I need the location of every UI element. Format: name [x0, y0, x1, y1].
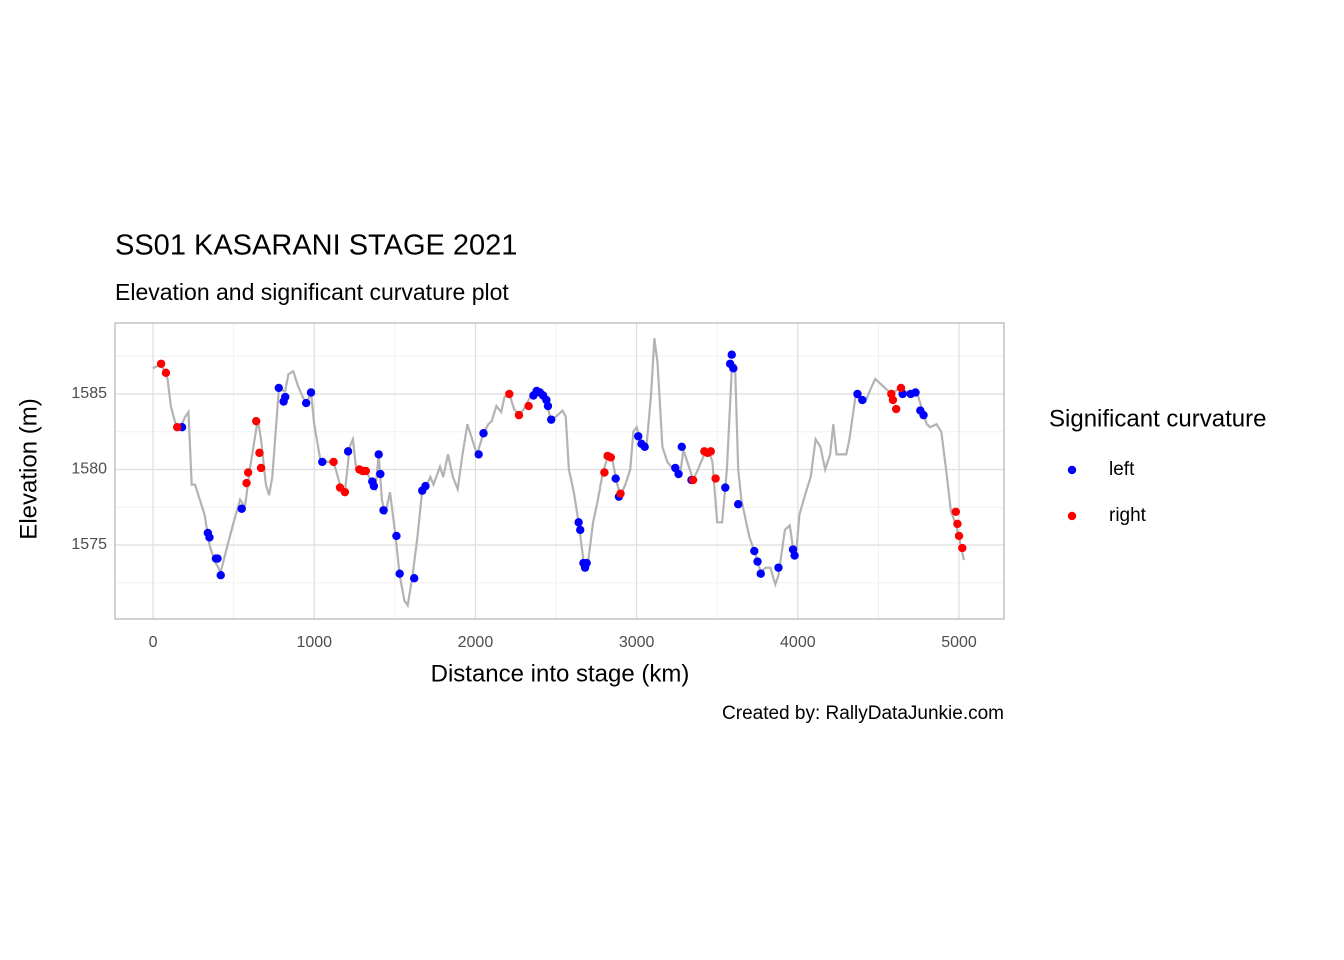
- curvature-point: [958, 543, 967, 553]
- legend-title: Significant curvature: [1049, 405, 1266, 432]
- curvature-point: [911, 388, 920, 397]
- curvature-point: [514, 410, 524, 420]
- curvature-point: [274, 383, 283, 393]
- curvature-point: [953, 519, 962, 529]
- chart-subtitle: Elevation and significant curvature plot: [115, 279, 509, 305]
- curvature-point: [919, 410, 928, 420]
- x-tick-label: 4000: [780, 634, 816, 651]
- legend-key: [1067, 465, 1077, 475]
- curvature-point: [161, 368, 171, 378]
- curvature-point: [582, 558, 591, 568]
- plot-border: [114, 322, 1005, 620]
- curvature-point: [409, 574, 419, 583]
- x-tick-label: 3000: [619, 634, 655, 651]
- legend-key: [1067, 511, 1077, 521]
- curvature-point: [474, 450, 483, 459]
- curvature-point: [301, 398, 311, 408]
- curvature-point: [237, 504, 246, 513]
- curvature-point: [634, 432, 643, 441]
- curvature-point: [156, 359, 166, 368]
- curvature-point: [951, 507, 961, 516]
- curvature-point: [756, 569, 765, 578]
- curvature-point: [543, 401, 553, 411]
- x-tick-label: 0: [149, 634, 158, 651]
- curvature-point: [750, 546, 759, 556]
- curvature-point: [611, 474, 620, 483]
- curvature-point: [369, 481, 379, 491]
- curvature-point: [281, 392, 290, 402]
- y-tick-label: 1575: [71, 536, 107, 553]
- curvature-point: [774, 563, 783, 572]
- curvature-point: [524, 401, 533, 411]
- curvature-point: [733, 500, 743, 509]
- curvature-point: [954, 531, 964, 541]
- curvature-point: [173, 423, 182, 432]
- chart-title: SS01 KASARANI STAGE 2021: [115, 230, 517, 262]
- curvature-point: [600, 468, 609, 477]
- curvature-point: [674, 469, 683, 479]
- curvature-point: [205, 533, 214, 542]
- curvature-point: [256, 463, 266, 473]
- curvature-point: [343, 447, 353, 456]
- curvature-point: [505, 389, 514, 399]
- curvature-point: [340, 487, 350, 497]
- curvature-point: [896, 383, 906, 393]
- curvature-point: [374, 450, 383, 459]
- curvature-point: [606, 453, 616, 462]
- curvature-point: [392, 531, 401, 541]
- curvature-point: [379, 506, 388, 515]
- curvature-point: [243, 468, 253, 477]
- y-axis-label: Elevation (m): [15, 398, 42, 539]
- curvature-point: [376, 469, 385, 479]
- caption: Created by: RallyDataJunkie.com: [722, 703, 1004, 724]
- curvature-point: [546, 415, 556, 424]
- curvature-point: [213, 554, 222, 563]
- x-tick-label: 1000: [296, 634, 332, 651]
- legend-label: left: [1109, 459, 1135, 480]
- curvature-point: [729, 364, 738, 373]
- elevation-line: [152, 337, 965, 609]
- curvature-point: [421, 481, 430, 491]
- curvature-point: [711, 474, 720, 483]
- curvature-point: [216, 571, 225, 580]
- curvature-point: [721, 483, 730, 492]
- curvature-point: [242, 478, 251, 488]
- curvature-point: [858, 395, 867, 405]
- curvature-point: [479, 429, 488, 438]
- curvature-point: [891, 404, 901, 414]
- curvature-point: [616, 489, 625, 498]
- curvature-point: [888, 395, 898, 405]
- curvature-point: [329, 457, 338, 467]
- curvature-point: [395, 569, 404, 578]
- y-tick-label: 1580: [71, 461, 107, 478]
- curvature-point: [853, 389, 862, 399]
- curvature-point: [677, 442, 686, 452]
- curvature-point: [576, 525, 585, 535]
- curvature-point: [574, 518, 583, 527]
- curvature-point: [255, 448, 264, 458]
- curvature-point: [252, 416, 261, 426]
- y-tick-label: 1585: [71, 385, 107, 402]
- x-tick-label: 2000: [458, 634, 494, 651]
- curvature-point: [688, 475, 698, 485]
- curvature-point: [361, 466, 371, 476]
- curvature-point: [318, 457, 327, 467]
- x-axis-label: Distance into stage (km): [431, 660, 690, 687]
- curvature-point: [753, 557, 762, 566]
- curvature-point: [706, 447, 715, 456]
- curvature-point: [790, 551, 799, 560]
- curvature-point: [306, 388, 316, 397]
- x-tick-label: 5000: [941, 634, 977, 651]
- curvature-point: [727, 350, 736, 359]
- curvature-point: [640, 442, 649, 452]
- legend-label: right: [1109, 505, 1147, 526]
